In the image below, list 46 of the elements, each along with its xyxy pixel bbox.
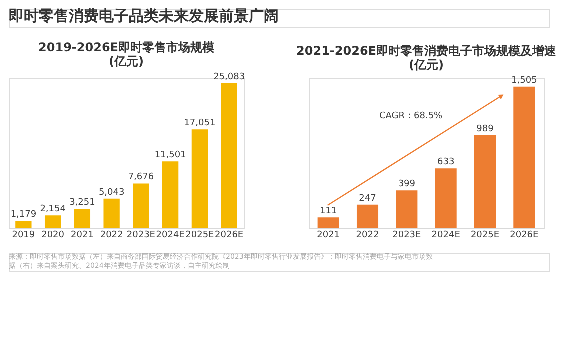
data-label: 2,154 — [40, 204, 66, 215]
x-tick-label: 2021 — [317, 230, 340, 240]
data-label: 7,676 — [128, 172, 154, 183]
x-tick-label: 2022 — [356, 230, 380, 240]
bar — [104, 198, 120, 228]
data-label: 111 — [320, 206, 338, 217]
x-tick-label: 2019 — [12, 230, 36, 240]
x-tick-label: 2022 — [100, 230, 124, 240]
bar — [318, 218, 340, 228]
bar — [74, 209, 91, 228]
bar — [356, 204, 379, 228]
data-label: 11,501 — [154, 150, 186, 161]
data-label: 17,051 — [184, 118, 216, 129]
x-tick-label: 2023E — [392, 230, 422, 240]
annotation: CAGR：68.5% — [380, 112, 444, 122]
bar — [162, 162, 179, 228]
bar — [44, 216, 62, 228]
data-label: 633 — [437, 158, 455, 168]
data-label: 3,251 — [70, 198, 96, 208]
x-tick-label: 2023E — [126, 230, 156, 240]
bar — [16, 221, 32, 228]
text: 即时零售消费电子品类未来发展前景广阔 — [9, 7, 279, 25]
x-tick-label: 2020 — [42, 230, 65, 240]
x-tick-label: 2021 — [70, 230, 94, 240]
chart-title: 2019-2026E即时零售市场规模 (亿元) — [38, 40, 214, 68]
bar — [514, 86, 536, 228]
data-label: 5,043 — [98, 188, 125, 198]
bar — [221, 83, 238, 228]
x-tick-label: 2025E — [186, 230, 215, 240]
bar — [435, 168, 457, 228]
data-label: 1,505 — [512, 76, 538, 86]
x-tick-label: 2025E — [470, 230, 500, 240]
data-label: 989 — [476, 124, 494, 134]
x-tick-label: 2024E — [156, 230, 186, 240]
bar — [192, 130, 208, 228]
x-tick-label: 2026E — [510, 230, 540, 240]
data-label: 399 — [398, 180, 416, 190]
chart-title: 2021-2026E即时零售消费电子市场规模及增速 (亿元) — [296, 44, 558, 72]
data-label: 1,179 — [10, 210, 37, 220]
x-tick-label: 2026E — [215, 230, 244, 240]
x-tick-label: 2024E — [432, 230, 461, 240]
data-label: 247 — [359, 194, 376, 204]
data-label: 25,083 — [214, 72, 246, 82]
bar — [133, 184, 150, 228]
bar — [396, 190, 418, 228]
bar — [474, 135, 496, 228]
